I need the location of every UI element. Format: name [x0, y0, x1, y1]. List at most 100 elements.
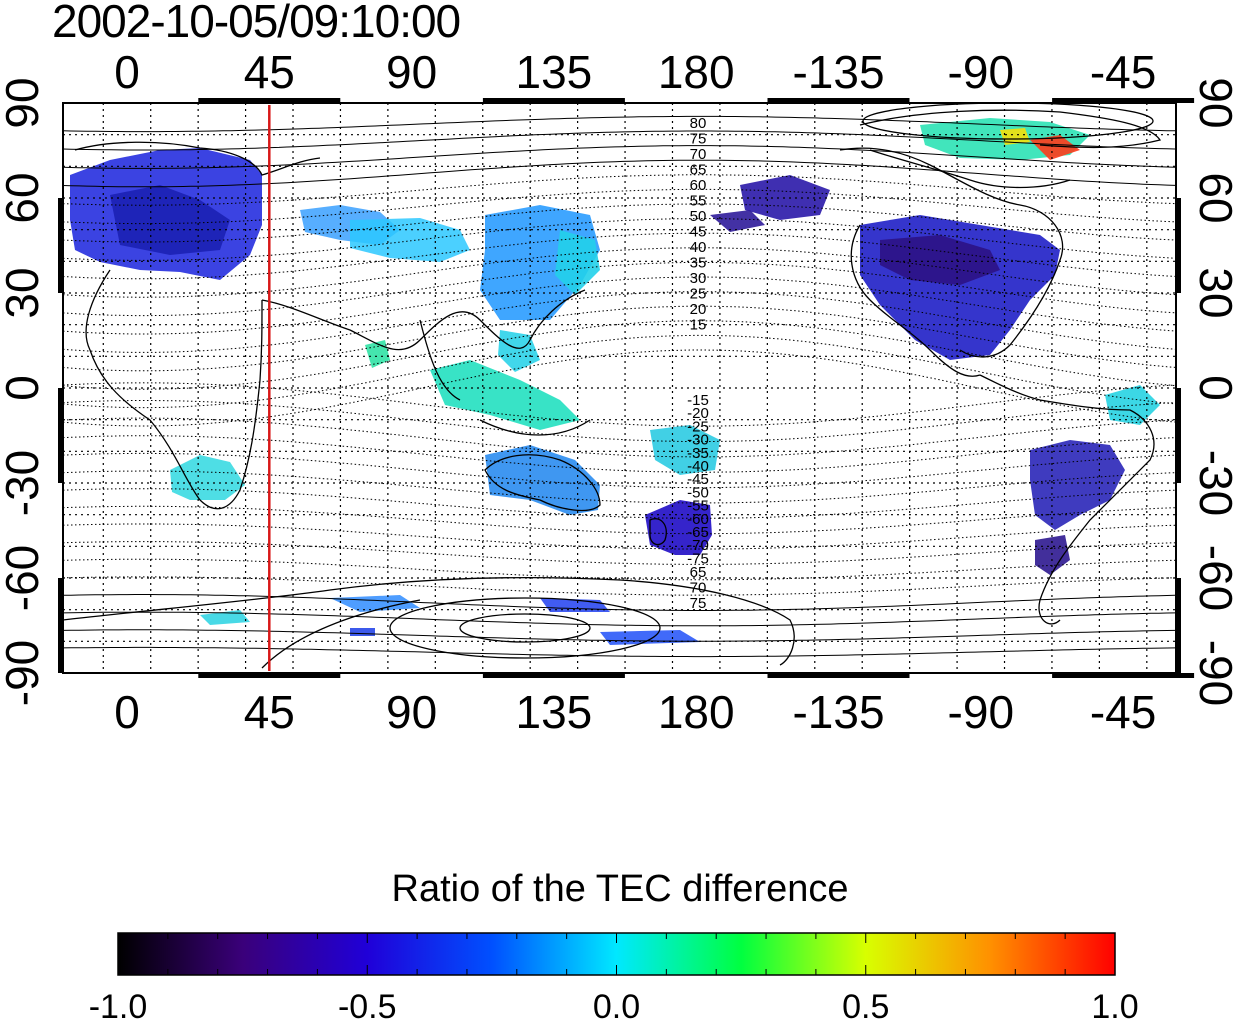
patch-siberia: [350, 218, 470, 262]
north-pole-contour: [862, 102, 1154, 140]
geomagnetic-contour-line: [63, 159, 1176, 188]
top-axis-bar: [767, 98, 910, 103]
left-axis-bar: [58, 578, 63, 673]
right-axis-bar: [1176, 578, 1181, 673]
right-axis-tick-labels: 90 60 30 0 -30 -60 -90: [1190, 77, 1240, 706]
patch-pacific-nw: [710, 210, 765, 232]
patch-south-america: [1030, 440, 1125, 530]
colorbar-ticks: -1.0 -0.5 0.0 0.5 1.0: [89, 933, 1139, 1024]
timestamp-title: 2002-10-05/09:10:00: [52, 0, 461, 47]
contour-label: 30: [690, 270, 707, 287]
right-axis-bar: [1176, 198, 1181, 293]
patch-europe-dark: [110, 185, 230, 255]
contour-label: -30: [687, 432, 709, 449]
geomagnetic-contour-line: [63, 558, 1176, 581]
south-contour-labels: -15-20-25-30-35-40-45-50-55-60-65-70-756…: [687, 392, 709, 612]
top-tick-label: 90: [386, 46, 437, 98]
colorbar-tick-label: -1.0: [89, 988, 148, 1024]
top-tick-label: 135: [516, 46, 593, 98]
left-axis-bar: [58, 388, 63, 483]
colorbar-tick-label: 0.5: [842, 988, 889, 1024]
contour-label: 60: [690, 177, 707, 194]
geomagnetic-contour-line: [63, 611, 1176, 627]
left-tick-label: 30: [0, 267, 48, 318]
top-axis-tick-labels: 0 45 90 135 180 -135 -90 -45: [114, 46, 1156, 98]
geomagnetic-contour-line: [63, 594, 1176, 611]
right-tick-label: -90: [1190, 640, 1240, 706]
geomagnetic-contour-line: [63, 505, 1176, 535]
right-tick-label: 0: [1190, 375, 1240, 401]
contour-label: -15: [687, 392, 709, 409]
colorbar-tick-label: 1.0: [1091, 988, 1138, 1024]
contour-label: 75: [690, 131, 707, 148]
top-axis-bar: [198, 98, 341, 103]
patch-antarctic-4: [200, 610, 250, 625]
colorbar-title: Ratio of the TEC difference: [391, 868, 849, 910]
top-axis-bar: [482, 98, 625, 103]
patch-antarctic-5: [350, 628, 375, 636]
contour-label: 65: [690, 162, 707, 179]
contour-label: 70: [690, 146, 707, 163]
bottom-tick-label: 90: [386, 686, 437, 738]
colorbar-tick-label: -0.5: [338, 988, 397, 1024]
geomagnetic-contour-line: [63, 203, 1176, 243]
contour-label: -35: [687, 445, 709, 462]
left-tick-label: -60: [0, 545, 48, 611]
top-tick-label: 45: [244, 46, 295, 98]
contour-label: -75: [687, 550, 709, 567]
patch-pacific-column: [650, 425, 720, 475]
bottom-tick-label: 0: [114, 686, 140, 738]
geomagnetic-contour-line: [63, 488, 1176, 519]
top-tick-label: 0: [114, 46, 140, 98]
bottom-tick-label: 135: [516, 686, 593, 738]
left-tick-label: 60: [0, 172, 48, 223]
patch-africa: [170, 455, 245, 500]
south-pole-contour-inner: [459, 613, 591, 643]
geomagnetic-contour-line: [63, 305, 1176, 372]
right-tick-label: -30: [1190, 450, 1240, 516]
left-tick-label: -90: [0, 640, 48, 706]
patch-australia: [485, 445, 600, 515]
geomagnetic-contour-line: [63, 417, 1176, 458]
contour-label: 65: [690, 564, 707, 581]
left-tick-label: 0: [0, 375, 48, 401]
geomagnetic-contour-line: [63, 232, 1176, 280]
geomagnetic-contour-line: [63, 452, 1176, 489]
axis-bars: [58, 98, 1195, 678]
right-tick-label: 90: [1190, 77, 1240, 128]
geomagnetic-contour-line: [63, 247, 1176, 298]
geomagnetic-contour-line: [63, 218, 1176, 261]
colorbar-tick-label: 0.0: [593, 988, 640, 1024]
bottom-axis-bar: [482, 673, 625, 678]
geomagnetic-contour-line: [63, 541, 1176, 565]
bottom-axis-bar: [767, 673, 910, 678]
contour-label: -55: [687, 498, 709, 515]
contour-label: -70: [687, 537, 709, 554]
top-tick-label: -45: [1090, 46, 1156, 98]
contour-label: -50: [687, 484, 709, 501]
geomagnetic-contour-line: [63, 435, 1176, 473]
coastlines: [63, 109, 1162, 669]
contour-label: -65: [687, 524, 709, 541]
geomagnetic-contour-line: [63, 470, 1176, 504]
bottom-tick-label: -135: [792, 686, 884, 738]
geomagnetic-contour-line: [63, 646, 1176, 658]
contour-label: 20: [690, 301, 707, 318]
top-tick-label: -90: [948, 46, 1014, 98]
bottom-axis-bar: [1052, 673, 1195, 678]
contour-label: -40: [687, 458, 709, 475]
bottom-tick-label: 45: [244, 686, 295, 738]
bottom-axis-bar: [198, 673, 341, 678]
geomagnetic-contour-line: [63, 276, 1176, 335]
geomagnetic-contour-line: [63, 576, 1176, 596]
tec-data-patches: [70, 118, 1160, 645]
contour-label: 15: [690, 317, 707, 334]
geomagnetic-contour-line: [63, 400, 1176, 442]
south-pole-contour-outer: [389, 597, 661, 659]
contour-label: -20: [687, 405, 709, 422]
geomagnetic-contour-line: [63, 145, 1176, 169]
patch-nz: [645, 500, 712, 555]
